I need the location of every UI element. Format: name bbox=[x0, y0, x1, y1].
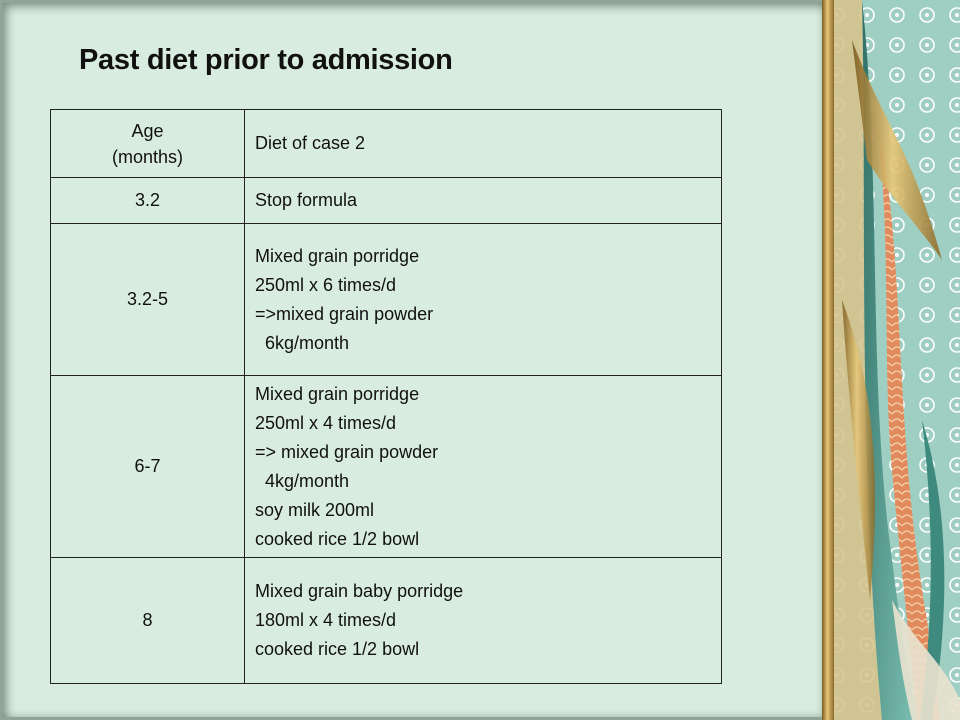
table-row: 6-7 Mixed grain porridge 250ml x 4 times… bbox=[50, 375, 722, 558]
diet-line: =>mixed grain powder bbox=[255, 303, 434, 324]
diet-line: 4kg/month bbox=[255, 470, 350, 491]
table-row: 3.2-5 Mixed grain porridge 250ml x 6 tim… bbox=[50, 223, 722, 376]
diet-cell: Stop formula bbox=[244, 177, 722, 224]
slide-title: Past diet prior to admission bbox=[79, 44, 453, 76]
diet-line: Mixed grain porridge bbox=[255, 383, 420, 404]
diet-line: Stop formula bbox=[255, 190, 358, 210]
floral-border-illustration bbox=[822, 0, 960, 720]
age-header-cell: Age (months) bbox=[50, 109, 245, 178]
diet-line: Mixed grain porridge bbox=[255, 245, 420, 266]
diet-cell: Mixed grain baby porridge 180ml x 4 time… bbox=[244, 557, 722, 684]
diet-line: 250ml x 4 times/d bbox=[255, 412, 397, 433]
age-cell: 8 bbox=[50, 557, 245, 684]
diet-line: => mixed grain powder bbox=[255, 441, 439, 462]
diet-line: soy milk 200ml bbox=[255, 499, 375, 520]
diet-line: 180ml x 4 times/d bbox=[255, 610, 397, 630]
slide-canvas: Past diet prior to admission Age (months… bbox=[0, 0, 826, 720]
table-header-row: Age (months) Diet of case 2 bbox=[50, 109, 722, 178]
age-header-unit: (months) bbox=[111, 146, 183, 167]
diet-line: 250ml x 6 times/d bbox=[255, 274, 397, 295]
age-cell: 3.2-5 bbox=[50, 223, 245, 376]
diet-table: Age (months) Diet of case 2 3.2 Stop for… bbox=[50, 109, 722, 684]
diet-cell: Mixed grain porridge 250ml x 6 times/d =… bbox=[244, 223, 722, 376]
age-cell: 6-7 bbox=[50, 375, 245, 558]
diet-header-cell: Diet of case 2 bbox=[244, 109, 722, 178]
table-row: 8 Mixed grain baby porridge 180ml x 4 ti… bbox=[50, 557, 722, 684]
age-cell: 3.2 bbox=[50, 177, 245, 224]
diet-line: cooked rice 1/2 bowl bbox=[255, 528, 420, 549]
age-header-label: Age bbox=[131, 120, 164, 141]
diet-cell: Mixed grain porridge 250ml x 4 times/d =… bbox=[244, 375, 722, 558]
table-row: 3.2 Stop formula bbox=[50, 177, 722, 224]
decorative-floral-border bbox=[822, 0, 960, 720]
diet-line: Mixed grain baby porridge bbox=[255, 581, 464, 601]
diet-line: 6kg/month bbox=[255, 332, 350, 353]
diet-line: cooked rice 1/2 bowl bbox=[255, 639, 420, 659]
